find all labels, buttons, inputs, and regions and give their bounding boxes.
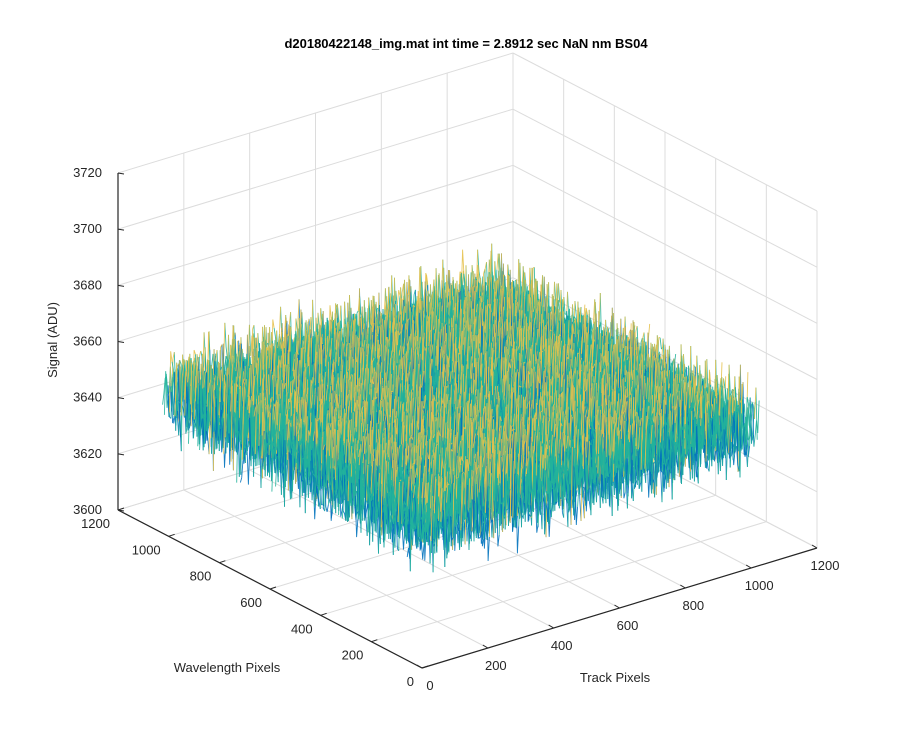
grid-line xyxy=(512,108,818,268)
z-tick-label: 3640 xyxy=(73,390,102,405)
y-tick-label: 800 xyxy=(190,569,212,584)
x-tick xyxy=(416,664,423,669)
surface-mesh-line xyxy=(421,389,760,551)
x-tick xyxy=(680,584,686,589)
z-tick-label: 3700 xyxy=(73,221,102,236)
x-tick-label: 400 xyxy=(551,638,573,653)
grid-line xyxy=(512,221,818,380)
x-tick xyxy=(745,564,752,569)
z-tick xyxy=(117,228,125,231)
x-tick-label: 0 xyxy=(426,678,433,693)
y-tick-label: 200 xyxy=(342,648,364,663)
z-tick xyxy=(117,453,125,456)
z-axis-label: Signal (ADU) xyxy=(45,302,60,378)
z-tick xyxy=(117,397,125,400)
grid-line xyxy=(320,494,716,616)
y-tick xyxy=(320,612,327,616)
surface-mesh-line xyxy=(426,389,708,542)
z-tick-label: 3660 xyxy=(73,334,102,349)
x-tick xyxy=(482,644,489,649)
grid-line xyxy=(117,108,514,230)
x-tick-label: 600 xyxy=(617,618,639,633)
surface-mesh-line xyxy=(433,403,755,562)
y-tick-label: 1000 xyxy=(132,542,161,557)
y-tick xyxy=(168,533,175,537)
surface-layer xyxy=(162,243,760,573)
y-tick xyxy=(371,639,378,643)
grid-line xyxy=(117,221,514,342)
x-tick-label: 1200 xyxy=(811,558,840,573)
grid-line xyxy=(117,52,514,174)
x-tick-label: 1000 xyxy=(745,578,774,593)
chart-title: d20180422148_img.mat int time = 2.8912 s… xyxy=(284,36,648,51)
z-tick xyxy=(117,341,125,343)
z-tick xyxy=(117,284,125,287)
x-tick-label: 200 xyxy=(485,658,507,673)
z-tick-label: 3720 xyxy=(73,165,102,180)
y-tick-label: 1200 xyxy=(81,516,110,531)
x-tick xyxy=(614,604,620,609)
y-tick xyxy=(219,560,226,564)
x-tick xyxy=(811,544,818,549)
x-axis-label: Track Pixels xyxy=(580,670,651,685)
y-tick-label: 400 xyxy=(291,621,313,636)
x-tick-label: 800 xyxy=(682,598,704,613)
grid-line xyxy=(117,164,514,286)
z-tick-label: 3600 xyxy=(73,502,102,517)
y-tick xyxy=(269,586,277,590)
y-tick-label: 0 xyxy=(407,674,414,689)
z-tick xyxy=(117,509,125,512)
axes-layer: 0 200 400 600 800 1000 1200 0 200 400 600 800 1000 12… xyxy=(73,165,839,693)
grid-line xyxy=(512,164,818,324)
x-tick xyxy=(548,624,554,629)
y-tick xyxy=(421,665,429,669)
grid-line xyxy=(371,521,767,643)
labels-layer: Track Pixels Wavelength Pixels Signal (A… xyxy=(45,302,651,685)
y-tick-label: 600 xyxy=(240,595,262,610)
y-axis-label: Wavelength Pixels xyxy=(174,660,281,675)
z-tick-label: 3680 xyxy=(73,277,102,292)
grid-line xyxy=(512,52,818,212)
z-tick-label: 3620 xyxy=(73,446,102,461)
z-tick xyxy=(117,172,125,175)
